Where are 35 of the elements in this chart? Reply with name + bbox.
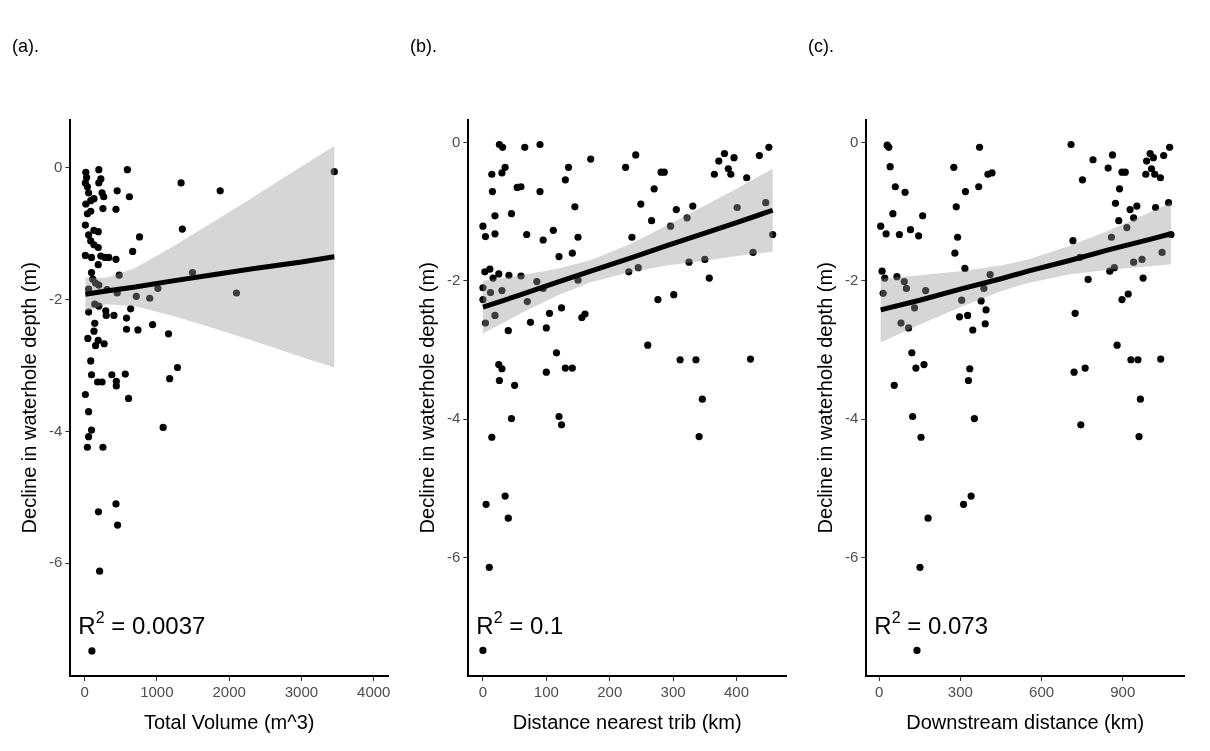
x-axis-title: Downstream distance (km): [906, 710, 1145, 733]
x-tick-label: 1000: [140, 683, 174, 701]
y-tick-label: -6: [48, 553, 63, 571]
x-tick-label: 0: [478, 683, 488, 701]
x-tick-label: 0: [874, 683, 884, 701]
y-tick-label: -2: [844, 270, 859, 288]
y-tick-label: -4: [844, 409, 859, 427]
y-axis-title: Decline in waterhole depth (m): [415, 262, 438, 534]
y-tick-label: -4: [446, 409, 461, 427]
x-tick-label: 100: [533, 683, 559, 701]
y-axis-title: Decline in waterhole depth (m): [813, 262, 836, 534]
y-tick-label: 0: [451, 132, 461, 150]
x-tick-label: 0: [80, 683, 89, 701]
x-tick-label: 300: [660, 683, 686, 701]
x-tick-label: 200: [597, 683, 623, 701]
y-tick-label: -4: [48, 421, 63, 439]
x-tick-label: 400: [724, 683, 750, 701]
x-axis-title: Distance nearest trib (km): [512, 710, 742, 733]
x-tick-label: 4000: [357, 683, 391, 701]
y-tick-label: -2: [48, 289, 63, 307]
x-tick-label: 300: [947, 683, 973, 701]
x-tick-label: 3000: [284, 683, 319, 701]
x-tick-label: 900: [1110, 683, 1136, 701]
y-axis-title: Decline in waterhole depth (m): [17, 262, 40, 534]
y-tick-label: -6: [446, 547, 461, 565]
chart-title: (b).: [410, 35, 437, 56]
chart-title: (a).: [12, 35, 39, 56]
y-tick-label: 0: [849, 132, 859, 150]
x-tick-label: 600: [1029, 683, 1055, 701]
x-tick-label: 2000: [212, 683, 246, 701]
y-tick-label: 0: [53, 157, 63, 175]
x-axis-title: Total Volume (m^3): [143, 710, 315, 733]
y-tick-label: -6: [844, 547, 859, 565]
chart-title: (c).: [808, 35, 834, 56]
y-tick-label: -2: [446, 270, 461, 288]
